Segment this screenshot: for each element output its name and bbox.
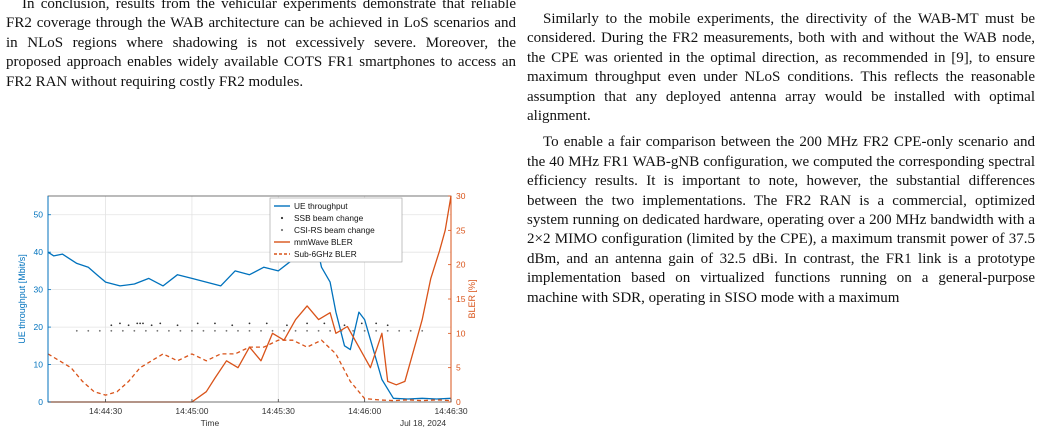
marker-point: [248, 322, 251, 325]
marker-point: [323, 322, 326, 325]
marker-point: [144, 329, 147, 332]
marker-point: [87, 329, 90, 332]
series-line: [47, 339, 452, 402]
right-tick-label: 30: [456, 191, 466, 201]
series-line: [47, 229, 452, 400]
marker-point: [110, 324, 113, 327]
right-paragraph-2: To enable a fair comparison between the …: [527, 134, 1035, 306]
legend-entry: mmWave BLER: [294, 237, 353, 247]
right-column: Similarly to the mobile experiments, the…: [527, 0, 1035, 308]
right-tick-label: 25: [456, 225, 466, 235]
figure-throughput-bler: 0 10 20 30 40 50 0 5 10 15 20 25 30 14:44:30 14:45:00 1…: [8, 188, 498, 448]
marker-point: [136, 322, 139, 325]
marker-point: [286, 324, 288, 327]
marker-point: [386, 324, 389, 327]
marker-point: [159, 322, 162, 325]
right-tick-label: 10: [456, 328, 466, 338]
right-tick-label: 5: [456, 363, 461, 373]
x-tick-label: 14:45:30: [262, 406, 295, 416]
marker-point: [398, 329, 401, 332]
left-tick-label: 0: [38, 397, 43, 407]
marker-point: [271, 329, 274, 332]
x-tick-label: 14:46:30: [434, 406, 467, 416]
x-date-label: Jul 18, 2024: [400, 418, 447, 428]
marker-point: [191, 329, 193, 332]
right-tick-label: 20: [456, 260, 466, 270]
marker-point: [214, 322, 216, 325]
x-tick-label: 14:45:00: [175, 406, 208, 416]
marker-point: [98, 329, 101, 332]
marker-point: [142, 322, 144, 325]
marker-point: [360, 322, 363, 325]
right-tick-label: 0: [456, 397, 461, 407]
marker-point: [196, 322, 199, 325]
left-tick-label: 50: [34, 210, 44, 220]
left-tick-label: 40: [34, 247, 44, 257]
marker-point: [343, 324, 346, 327]
marker-point: [176, 324, 179, 327]
marker-point: [306, 329, 308, 332]
legend-marker: [280, 228, 284, 232]
y-axis-left-label: UE throughput [Mbit/s]: [17, 254, 27, 344]
left-paragraph: In conclusion, results from the vehicula…: [6, 0, 516, 90]
marker-point: [283, 329, 285, 332]
marker-point: [260, 329, 262, 332]
marker-point: [306, 322, 308, 325]
legend-entry: CSI-RS beam change: [294, 225, 375, 235]
marker-point: [231, 324, 234, 327]
x-tick-label: 14:44:30: [89, 406, 122, 416]
marker-point: [168, 329, 170, 332]
marker-point: [409, 329, 412, 332]
marker-point: [133, 329, 136, 332]
legend-marker: [280, 216, 284, 220]
marker-point: [421, 329, 424, 332]
marker-point: [248, 329, 251, 332]
marker-point: [202, 329, 205, 332]
marker-point: [121, 329, 124, 332]
y-axis-right-label: BLER [%]: [467, 279, 477, 318]
marker-point: [317, 329, 320, 332]
marker-point: [156, 329, 159, 332]
legend-entry: UE throughput: [294, 201, 348, 211]
marker-point: [150, 324, 153, 327]
marker-point: [119, 322, 121, 325]
marker-point: [375, 322, 378, 325]
legend-box: [269, 197, 403, 263]
marker-point: [75, 329, 78, 332]
left-tick-label: 20: [34, 322, 44, 332]
left-column: In conclusion, results from the vehicula…: [6, 0, 516, 92]
marker-point: [375, 329, 378, 332]
x-tick-label: 14:46:00: [348, 406, 381, 416]
marker-point: [127, 324, 130, 327]
legend-entry: Sub-6GHz BLER: [294, 249, 357, 259]
marker-point: [386, 329, 389, 332]
legend-entry: SSB beam change: [294, 213, 364, 223]
x-axis-label: Time: [201, 418, 220, 428]
right-paragraph-1: Similarly to the mobile experiments, the…: [527, 11, 1035, 125]
marker-point: [363, 329, 366, 332]
left-tick-label: 10: [34, 360, 44, 370]
marker-point: [329, 329, 331, 332]
marker-point: [110, 329, 113, 332]
marker-point: [225, 329, 228, 332]
marker-point: [139, 322, 142, 325]
marker-point: [352, 329, 355, 332]
marker-point: [294, 329, 297, 332]
right-tick-label: 15: [456, 294, 466, 304]
throughput-bler-chart: 0 10 20 30 40 50 0 5 10 15 20 25 30 14:44:30 14:45:00 1…: [17, 191, 477, 428]
marker-point: [265, 322, 268, 325]
marker-point: [237, 329, 239, 332]
marker-point: [179, 329, 182, 332]
marker-point: [214, 329, 216, 332]
left-tick-label: 30: [34, 285, 44, 295]
